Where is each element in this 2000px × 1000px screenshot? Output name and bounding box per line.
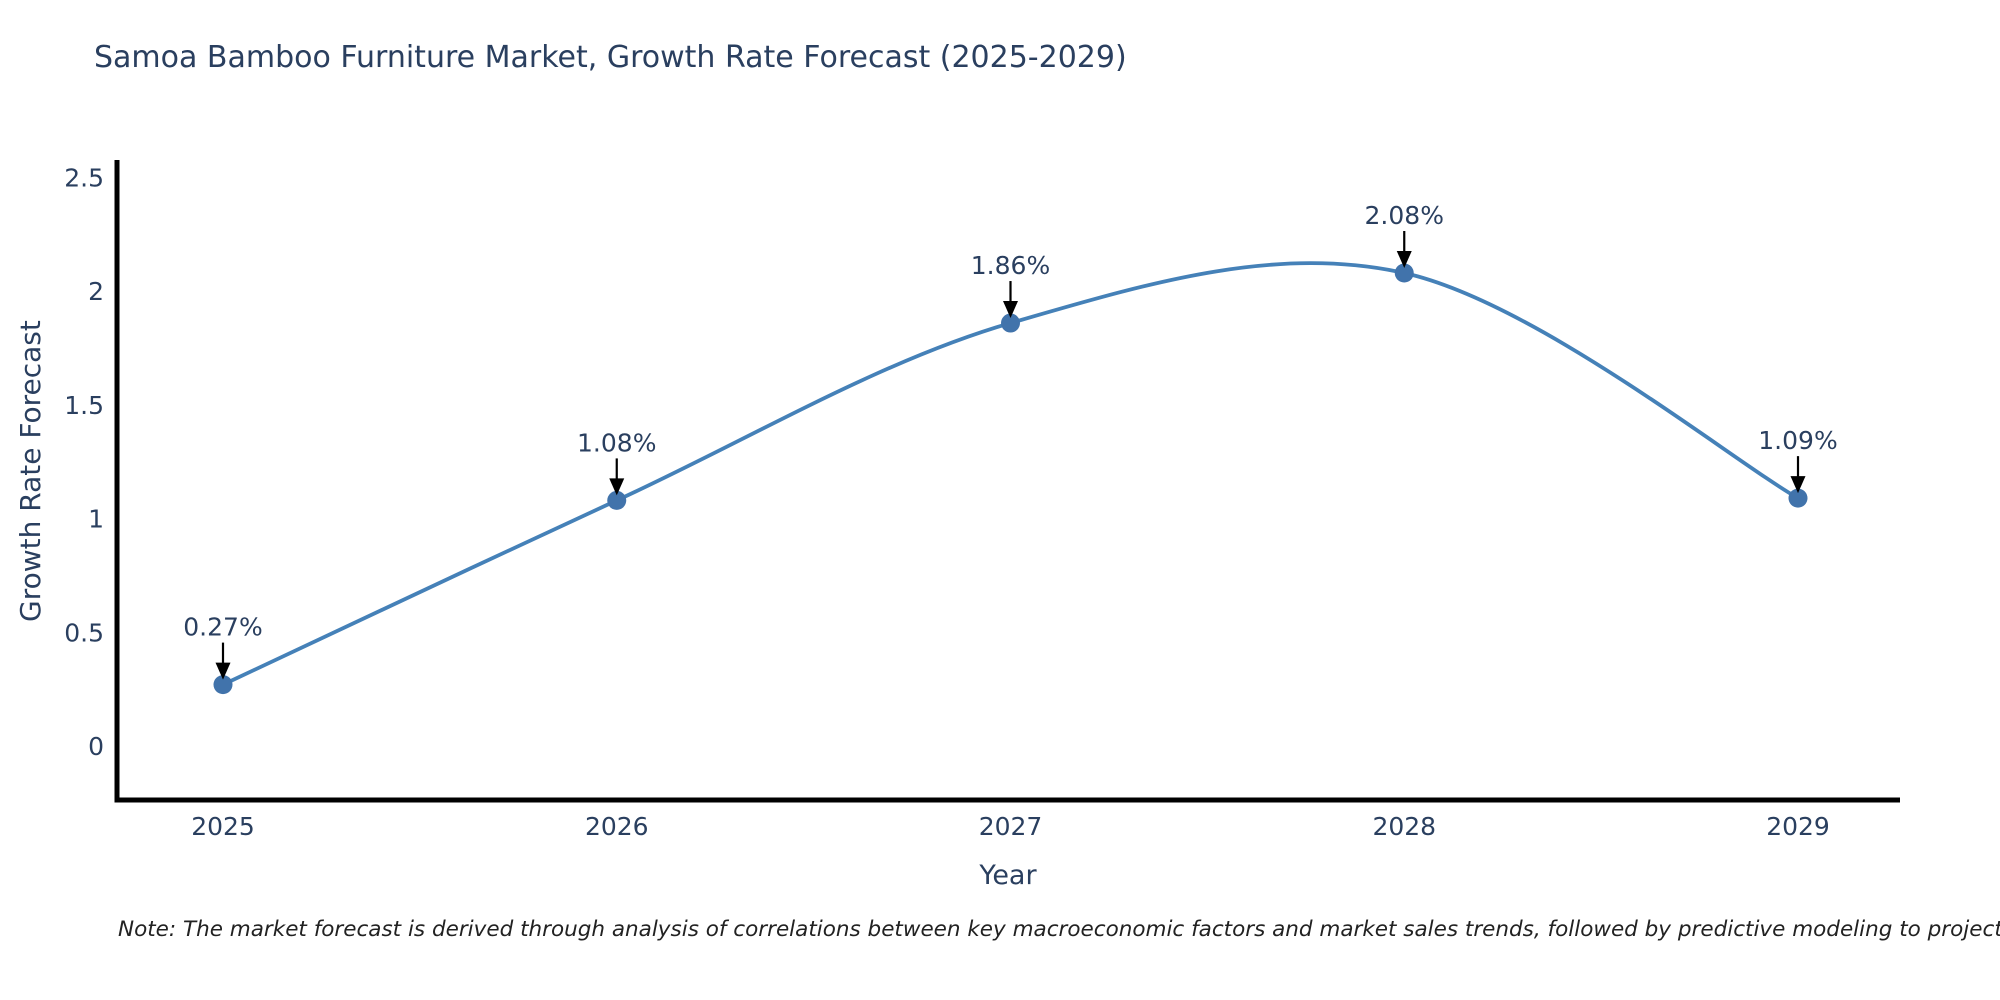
chart-note: Note: The market forecast is derived thr…	[118, 917, 2000, 942]
x-tick-label: 2028	[1372, 812, 1436, 841]
data-point-marker	[607, 490, 627, 510]
point-value-label: 1.09%	[1758, 426, 1837, 455]
annotation-arrow-head	[1396, 251, 1412, 269]
point-value-label: 0.27%	[183, 613, 262, 642]
y-tick-label: 0	[88, 732, 104, 761]
x-axis-title: Year	[979, 860, 1037, 891]
point-value-label: 2.08%	[1365, 201, 1444, 230]
point-value-label: 1.86%	[971, 251, 1050, 280]
data-point-marker	[1788, 488, 1808, 508]
y-tick-label: 1	[88, 505, 104, 534]
x-tick-label: 2029	[1766, 812, 1830, 841]
annotation-arrow-head	[609, 478, 625, 496]
chart-title: Samoa Bamboo Furniture Market, Growth Ra…	[94, 40, 1127, 75]
data-point-marker	[1001, 313, 1020, 333]
data-point-marker	[213, 675, 233, 695]
y-tick-label: 2.5	[64, 164, 104, 193]
annotation-arrow-head	[215, 662, 231, 680]
point-value-label: 1.08%	[577, 428, 656, 457]
y-tick-label: 1.5	[64, 391, 104, 420]
y-tick-label: 2	[88, 277, 104, 306]
x-tick-label: 2027	[979, 812, 1043, 841]
annotation-arrow-head	[1003, 301, 1018, 319]
y-tick-label: 0.5	[64, 618, 104, 647]
x-tick-label: 2025	[191, 812, 255, 841]
annotation-arrow-head	[1790, 476, 1806, 494]
data-point-marker	[1394, 263, 1414, 283]
x-tick-label: 2026	[585, 812, 649, 841]
